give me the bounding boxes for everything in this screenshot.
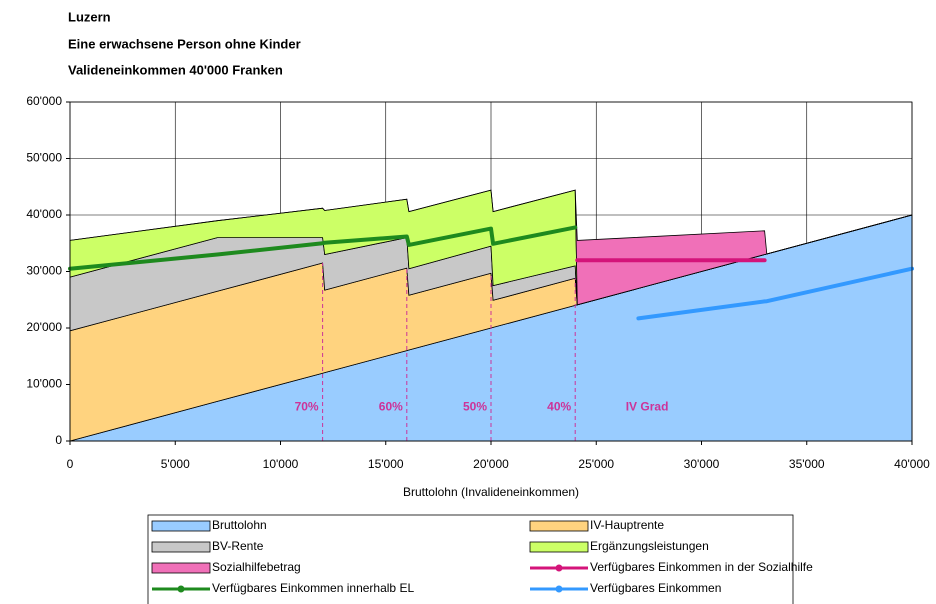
annotation: IV Grad [626, 399, 669, 413]
x-tick-label: 25'000 [578, 457, 614, 471]
legend-swatch [555, 585, 563, 593]
annotation: 50% [463, 399, 487, 413]
legend-label: Verfügbares Einkommen [590, 581, 721, 595]
legend [147, 514, 794, 604]
legend-label: Verfügbares Einkommen in der Sozialhilfe [590, 560, 813, 574]
legend-swatch [177, 585, 185, 593]
y-tick-label: 50'000 [26, 151, 62, 165]
chart-subtitle: Eine erwachsene Person ohne Kinder [68, 36, 301, 51]
legend-swatch [151, 562, 211, 574]
legend-swatch [151, 520, 211, 532]
line [68, 225, 578, 271]
x-tick-label: 30'000 [684, 457, 720, 471]
legend-swatch [529, 541, 589, 553]
x-axis-label: Bruttolohn (Invalideneinkommen) [403, 485, 579, 499]
annotation: 60% [379, 399, 403, 413]
y-tick-label: 10'000 [26, 377, 62, 391]
legend-swatch [555, 564, 563, 572]
legend-label: Sozialhilfebetrag [212, 560, 301, 574]
legend-label: IV-Hauptrente [590, 518, 664, 532]
x-tick-label: 20'000 [473, 457, 509, 471]
x-tick-label: 0 [67, 457, 74, 471]
x-tick-label: 15'000 [368, 457, 404, 471]
x-tick-label: 35'000 [789, 457, 825, 471]
y-tick-label: 60'000 [26, 94, 62, 108]
legend-swatch [151, 541, 211, 553]
y-tick-label: 0 [55, 433, 62, 447]
legend-label: Bruttolohn [212, 518, 267, 532]
annotation: 40% [547, 399, 571, 413]
y-tick-label: 40'000 [26, 207, 62, 221]
x-tick-label: 5'000 [161, 457, 190, 471]
x-tick-label: 40'000 [894, 457, 930, 471]
y-tick-label: 30'000 [26, 264, 62, 278]
legend-label: Verfügbares Einkommen innerhalb EL [212, 581, 414, 595]
legend-swatch [529, 520, 589, 532]
annotation: 70% [295, 399, 319, 413]
y-tick-label: 20'000 [26, 320, 62, 334]
legend-label: Ergänzungsleistungen [590, 539, 709, 553]
x-tick-label: 10'000 [263, 457, 299, 471]
legend-label: BV-Rente [212, 539, 264, 553]
chart-title: Luzern [68, 9, 111, 24]
line [636, 266, 914, 321]
chart-subtitle: Valideneinkommen 40'000 Franken [68, 62, 283, 77]
